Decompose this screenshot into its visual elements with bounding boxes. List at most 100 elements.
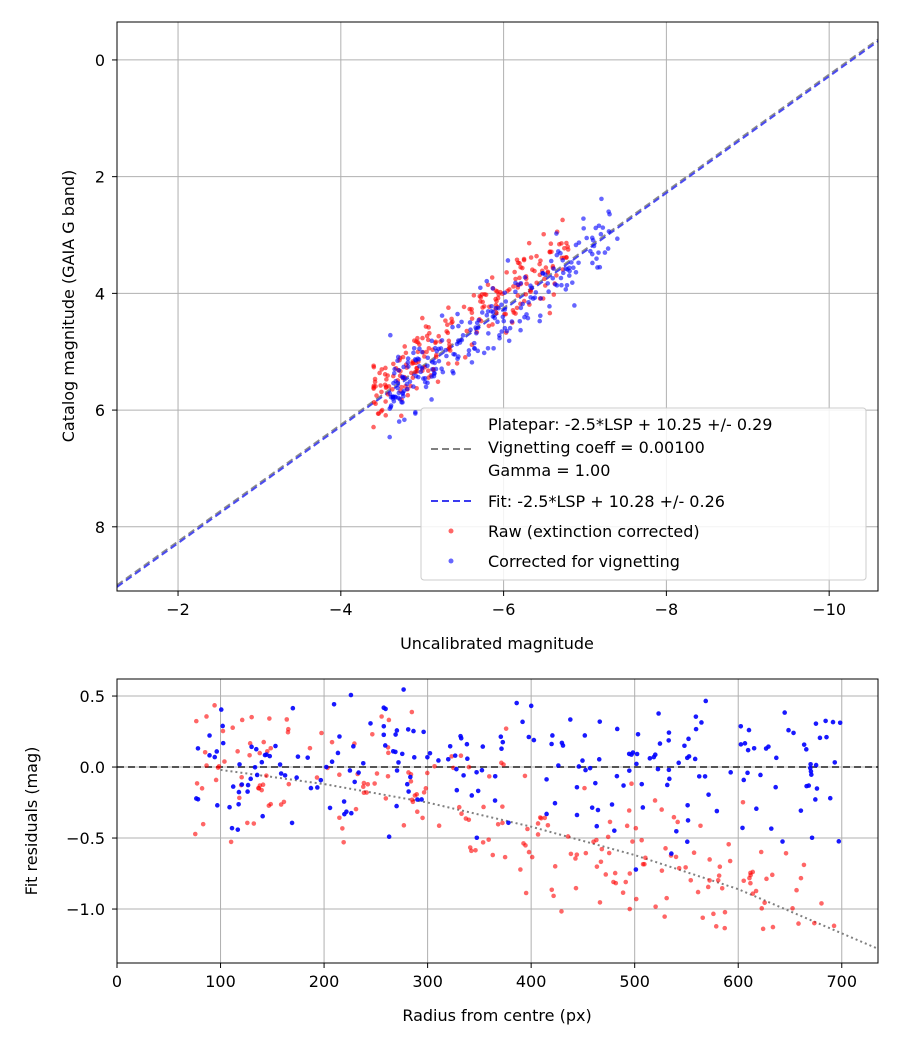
top-corrected-point [419,349,425,355]
bottom-corrected-point [506,820,511,826]
bottom-corrected-point [239,782,245,787]
bottom-corrected-point [445,756,451,762]
bottom-raw-point [386,717,392,723]
top-corrected-point [550,275,556,281]
bottom-raw-point [525,826,530,832]
bottom-corrected-point [596,757,602,762]
bottom-raw-point [414,792,420,797]
bottom-raw-point [386,750,391,756]
bottom-raw-point [220,728,226,734]
top-corrected-point [520,301,525,307]
bottom-corrected-point [703,698,709,704]
top-corrected-point [554,231,559,236]
bottom-corrected-point [461,773,466,778]
bottom-corrected-point [595,807,601,813]
bottom-corrected-point [549,741,554,747]
top-corrected-point [490,286,496,291]
top-corrected-point [503,299,509,304]
top-raw-point [378,409,384,414]
bottom-corrected-point [230,784,236,789]
bottom-raw-point [764,876,769,882]
bottom-raw-point [337,772,342,777]
bottom-corrected-point [360,760,366,766]
bottom-raw-point [762,900,767,906]
top-y-tick-label: 8 [95,518,105,537]
top-corrected-point [406,364,411,369]
bottom-raw-point [716,873,722,878]
bottom-corrected-point [411,755,417,760]
top-corrected-point [430,366,435,372]
top-corrected-point [593,225,599,231]
top-corrected-point [502,307,508,312]
bottom-corrected-point [229,825,235,831]
top-raw-point [445,330,451,336]
bottom-corrected-point [348,692,354,698]
bottom-raw-point [228,839,234,845]
top-raw-point [402,344,408,349]
bottom-corrected-point [814,786,820,791]
top-corrected-point [606,229,612,234]
bottom-corrected-point [676,760,682,766]
top-corrected-point [405,356,411,361]
bottom-raw-point [698,823,703,829]
top-corrected-point [396,419,402,424]
top-corrected-point [570,280,575,285]
top-raw-point [515,293,521,298]
bottom-corrected-point [278,771,284,776]
bottom-raw-point [466,764,472,770]
top-corrected-point [518,327,523,333]
top-raw-point [497,289,503,295]
bottom-corrected-point [738,723,744,729]
bottom-raw-point [372,781,377,786]
bottom-corrected-point [356,770,361,775]
bottom-corrected-point [647,756,653,761]
top-corrected-point [467,320,473,325]
bottom-corrected-point [583,767,588,773]
top-corrected-point [591,243,597,249]
bottom-corrected-point [327,805,333,811]
top-corrected-point [450,324,455,330]
bottom-corrected-point [337,734,342,739]
bottom-raw-point [480,840,486,845]
bottom-corrected-point [260,813,265,819]
bottom-raw-point [794,887,799,893]
bottom-raw-point [518,867,523,872]
bottom-corrected-point [742,741,748,746]
bottom-corrected-point [550,733,555,738]
legend-corrected-label: Corrected for vignetting [488,552,680,571]
top-corrected-point [547,304,552,309]
top-raw-point [385,373,390,378]
bottom-raw-point [626,808,632,813]
bottom-corrected-point [746,727,752,733]
bottom-corrected-point [347,768,353,773]
top-corrected-point [581,216,586,221]
bottom-raw-point [594,864,600,869]
bottom-raw-point [529,854,535,860]
top-corrected-point [475,325,481,331]
top-raw-point [446,338,452,344]
top-corrected-point [432,345,438,351]
bottom-corrected-point [728,770,733,775]
bottom-raw-point [607,819,613,825]
bottom-corrected-point [682,743,687,749]
bottom-corrected-point [411,728,416,734]
bottom-corrected-point [212,754,218,760]
bottom-raw-point [423,786,429,791]
bottom-raw-point [194,718,199,724]
bottom-raw-point [770,924,776,930]
bottom-raw-point [247,741,253,746]
top-corrected-point [396,390,402,396]
top-y-tick-label: 2 [95,168,105,187]
top-raw-point [523,292,529,297]
bottom-corrected-point [215,803,220,808]
top-raw-point [462,355,468,360]
bottom-raw-point [456,804,462,810]
top-raw-point [542,276,547,282]
top-raw-point [563,255,569,260]
top-raw-point [480,305,485,310]
top-raw-point [537,261,542,267]
top-raw-point [450,319,455,325]
top-corrected-point [478,285,483,291]
bottom-corrected-point [335,750,341,756]
bottom-raw-point [216,764,222,769]
